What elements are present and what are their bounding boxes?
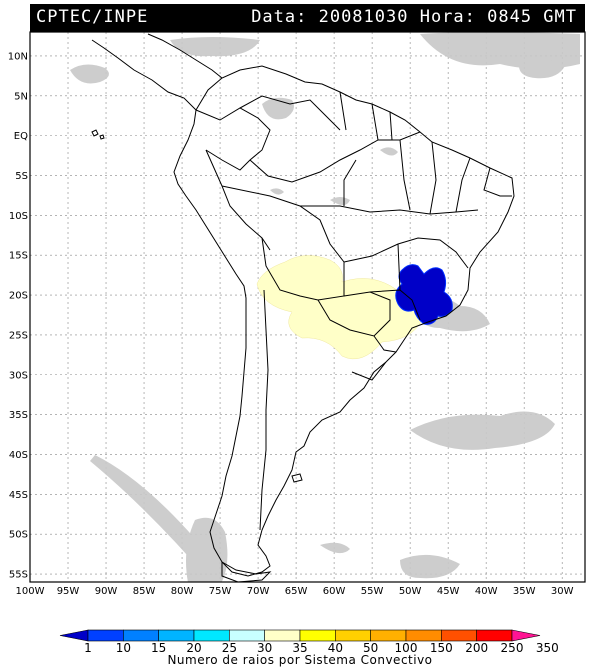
longitude-labels: 100W 95W 90W 85W 80W 75W 70W 65W 60W 55W 50W 45W 40W…: [16, 586, 574, 597]
central-america-coastline: [91, 39, 197, 111]
convective-system-light: [256, 255, 423, 360]
border-colombia: [195, 107, 271, 171]
convective-system-blue: [395, 264, 453, 325]
legend-swatch: [370, 629, 407, 642]
border-uruguay: [351, 361, 387, 381]
lat-label: 10S: [9, 211, 28, 222]
border-brazil-states-3: [399, 139, 471, 215]
lon-label: 70W: [247, 586, 270, 597]
legend-tick-label: 40: [328, 641, 343, 655]
legend-tick-label: 35: [292, 641, 307, 655]
lat-label: 15S: [9, 251, 28, 262]
lat-label: EQ: [14, 131, 28, 142]
tierra-del-fuego: [221, 561, 272, 582]
lon-label: 100W: [16, 586, 45, 597]
legend-swatch: [441, 629, 477, 642]
cloud-patch-north: [170, 37, 260, 57]
legend-tick-label: 150: [430, 641, 453, 655]
lat-label: 5N: [14, 91, 28, 102]
lon-label: 60W: [323, 586, 346, 597]
border-peru: [205, 149, 271, 251]
legend-tick-label: 350: [536, 641, 559, 655]
lat-label: 35S: [9, 410, 28, 421]
legend-swatch: [405, 629, 442, 642]
legend-tick-label: 200: [465, 641, 488, 655]
cloud-patch-patagonia: [186, 517, 228, 582]
convective-systems: [256, 255, 453, 360]
legend-swatch: [229, 629, 265, 642]
legend-arrow-low: [59, 629, 89, 642]
legend-tick-label: 15: [151, 641, 166, 655]
legend-tick-label: 25: [222, 641, 237, 655]
cloud-patch-atlantic-s3: [400, 554, 460, 579]
source-label: CPTEC/INPE: [36, 7, 149, 27]
legend-swatch: [264, 629, 301, 642]
lon-label: 30W: [551, 586, 574, 597]
legend-swatch: [299, 629, 336, 642]
lat-label: 30S: [9, 370, 28, 381]
legend-swatch: [476, 629, 513, 642]
legend-arrow-high: [511, 629, 541, 642]
lat-label: 40S: [9, 450, 28, 461]
legend-tick-label: 1: [84, 641, 92, 655]
cloud-patch-atlantic-s1: [410, 411, 555, 450]
lon-label: 40W: [475, 586, 498, 597]
lon-label: 90W: [95, 586, 118, 597]
legend-swatch: [158, 629, 195, 642]
lat-label: 10N: [8, 51, 28, 62]
lat-label: 20S: [9, 291, 28, 302]
lon-label: 45W: [437, 586, 460, 597]
legend-tick-label: 50: [363, 641, 378, 655]
border-brazil-states-5: [343, 159, 512, 206]
border-brazil-north: [249, 131, 421, 183]
legend: 1 10 15 20 25 30 35 40 50 100 150 200 250 350: [59, 629, 559, 655]
cloud-patch-caribbean: [70, 64, 109, 84]
border-brazil-bolivia: [221, 185, 345, 263]
galapagos: [91, 129, 105, 140]
lon-label: 50W: [399, 586, 422, 597]
cloud-patch-atlantic-n: [519, 58, 565, 79]
legend-tick-label: 20: [186, 641, 201, 655]
map-header: CPTEC/INPE Data: 20081030 Hora: 0845 GMT: [30, 4, 585, 32]
border-chile-argentina: [259, 289, 269, 531]
datetime-label: Data: 20081030 Hora: 0845 GMT: [251, 7, 577, 27]
lat-label: 55S: [9, 570, 28, 581]
falkland-islands: [291, 473, 303, 483]
border-venezuela: [239, 95, 341, 131]
legend-swatch: [87, 629, 124, 642]
legend-tick-label: 30: [257, 641, 272, 655]
map-frame: [29, 31, 586, 583]
lat-label: 25S: [9, 330, 28, 341]
border-paraguay: [317, 291, 391, 337]
central-america-coastline-n: [147, 33, 223, 79]
lon-label: 80W: [171, 586, 194, 597]
lat-label: 45S: [9, 490, 28, 501]
legend-swatch: [335, 629, 371, 642]
lon-label: 75W: [209, 586, 232, 597]
legend-swatch: [193, 629, 230, 642]
legend-tick-label: 100: [395, 641, 418, 655]
cloud-patch-atlantic-s2: [320, 542, 350, 554]
lon-label: 85W: [133, 586, 156, 597]
lon-label: 95W: [57, 586, 80, 597]
lat-label: 5S: [15, 171, 28, 182]
cloud-patch-amazon: [270, 147, 398, 205]
legend-swatch: [123, 629, 159, 642]
border-brazil-states-4: [369, 243, 421, 321]
lon-label: 65W: [285, 586, 308, 597]
border-guyanas: [339, 91, 393, 141]
south-america-coastline: [173, 65, 515, 577]
legend-tick-label: 10: [116, 641, 131, 655]
legend-title: Numero de raios por Sistema Convectivo: [167, 653, 433, 667]
lat-label: 50S: [9, 530, 28, 541]
legend-tick-label: 250: [501, 641, 524, 655]
border-argentina-brazil: [373, 335, 397, 353]
lon-label: 35W: [513, 586, 536, 597]
coastline-borders: [91, 33, 515, 582]
latitude-labels: 10N 5N EQ 5S 10S 15S 20S 25S 30S 35S 40S 45S 50S 55S: [8, 51, 28, 580]
lon-label: 55W: [361, 586, 384, 597]
border-brazil-states-1: [343, 237, 469, 269]
